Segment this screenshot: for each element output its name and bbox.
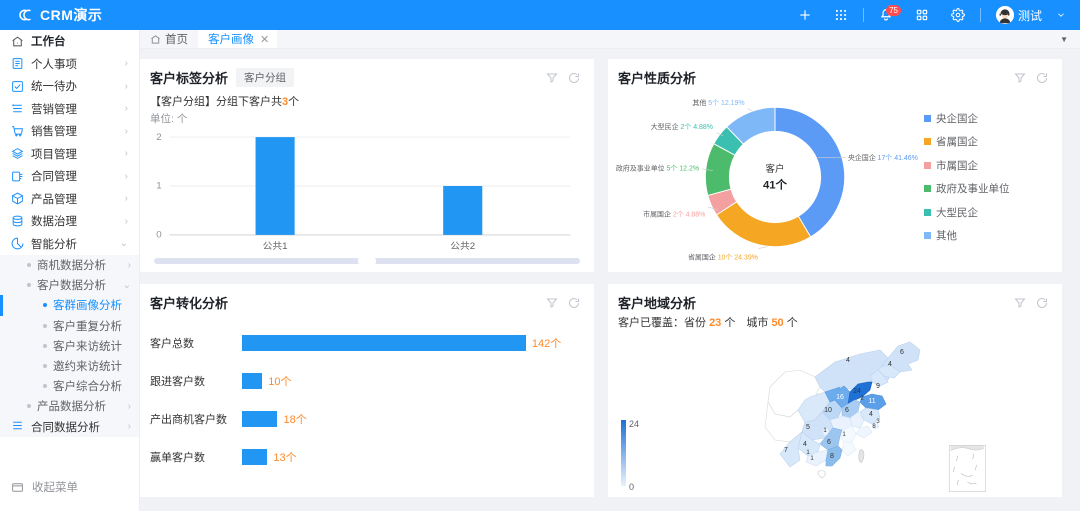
svg-text:8: 8: [830, 453, 834, 460]
svg-text:公共2: 公共2: [450, 241, 475, 251]
svg-text:0: 0: [156, 230, 161, 240]
svg-text:0: 0: [629, 482, 634, 492]
svg-text:公共1: 公共1: [263, 241, 288, 251]
svg-text:9: 9: [876, 383, 880, 390]
svg-text:3: 3: [876, 419, 880, 425]
svg-text:央企国企 17个 41.46%: 央企国企 17个 41.46%: [848, 153, 918, 162]
svg-text:4: 4: [869, 411, 873, 418]
svg-text:6: 6: [827, 439, 831, 446]
svg-text:1: 1: [156, 181, 161, 191]
svg-text:24: 24: [629, 419, 639, 429]
svg-text:4: 4: [888, 361, 892, 368]
svg-text:24: 24: [853, 388, 861, 395]
svg-text:10: 10: [824, 407, 832, 414]
svg-text:2: 2: [156, 132, 161, 142]
svg-text:其他 5个 12.19%: 其他 5个 12.19%: [692, 98, 744, 107]
svg-text:客户: 客户: [765, 163, 784, 175]
svg-text:4: 4: [846, 357, 850, 364]
svg-text:市属国企 2个 4.88%: 市属国企 2个 4.88%: [643, 209, 705, 218]
svg-text:6: 6: [900, 349, 904, 356]
svg-text:6: 6: [845, 407, 849, 414]
svg-text:7: 7: [784, 447, 788, 454]
svg-text:大型民企 2个 4.88%: 大型民企 2个 4.88%: [651, 122, 713, 131]
svg-text:5: 5: [806, 424, 810, 431]
svg-text:省属国企 10个 24.39%: 省属国企 10个 24.39%: [688, 252, 758, 261]
svg-text:41个: 41个: [763, 177, 788, 191]
svg-text:政府及事业单位 5个 12.2%: 政府及事业单位 5个 12.2%: [616, 164, 699, 173]
svg-text:4: 4: [803, 441, 807, 448]
svg-text:16: 16: [836, 394, 844, 401]
svg-text:11: 11: [868, 398, 875, 405]
